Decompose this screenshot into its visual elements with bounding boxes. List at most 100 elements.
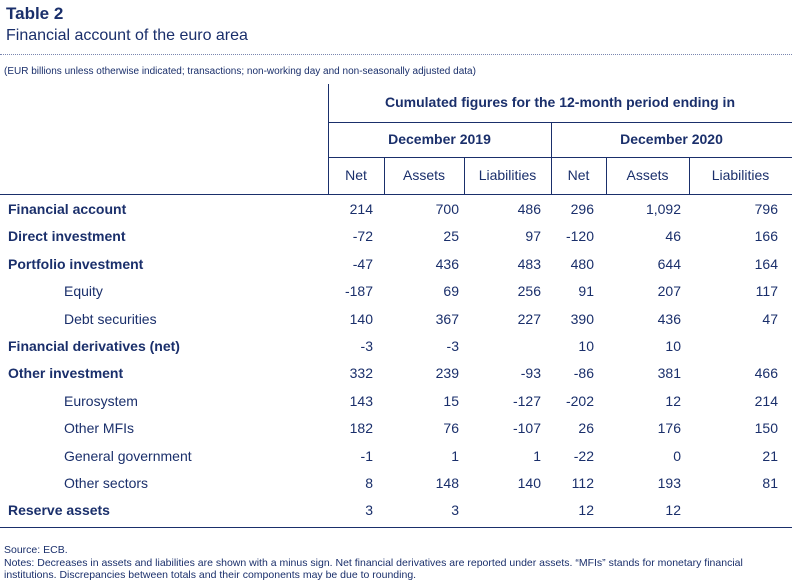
table-cell: 69 — [443, 283, 459, 300]
table-cell: 10 — [578, 338, 594, 354]
col-header-net-2019: Net — [345, 167, 367, 183]
table-cell: -1 — [360, 447, 373, 464]
source-note: Source: ECB. — [4, 544, 68, 556]
table-cell: 46 — [665, 228, 681, 245]
table-cell: 796 — [754, 201, 778, 217]
row-label: Other sectors — [64, 475, 149, 491]
table-cell: -3 — [446, 338, 459, 354]
table-cell: 47 — [762, 310, 778, 327]
footnotes: Notes: Decreases in assets and liabiliti… — [4, 557, 743, 581]
row-label: Equity — [64, 283, 103, 300]
table-cell: -187 — [344, 283, 373, 300]
row-label: Financial account — [8, 201, 127, 217]
col-header-assets-2020: Assets — [626, 167, 669, 183]
table-cell: 644 — [657, 255, 681, 272]
table-cell: -202 — [565, 392, 594, 409]
table-cell: 10 — [665, 338, 681, 354]
table-cell: 143 — [349, 392, 373, 409]
table-cell: 140 — [517, 475, 541, 491]
table-cell: 436 — [657, 310, 681, 327]
col-header-liabilities-2020: Liabilities — [711, 167, 770, 183]
table-cell: 381 — [657, 365, 681, 382]
period-header-2019: December 2019 — [388, 131, 491, 147]
table-cell: 700 — [435, 201, 459, 217]
table-cell: 117 — [755, 283, 778, 300]
col-header-assets-2019: Assets — [402, 167, 445, 183]
table-cell: 3 — [365, 502, 373, 519]
table-cell: -127 — [512, 392, 541, 409]
table-cell: 12 — [665, 502, 681, 519]
row-label: Other MFIs — [64, 420, 135, 437]
row-label: Debt securities — [64, 310, 157, 327]
row-label: Other investment — [8, 365, 124, 382]
period-underline — [328, 157, 792, 158]
super-header: Cumulated figures for the 12-month perio… — [384, 94, 735, 110]
table-cell: 332 — [349, 365, 373, 382]
header-bottom-rule — [0, 194, 792, 195]
row-label: Portfolio investment — [8, 255, 144, 272]
column-separator-5 — [689, 157, 690, 194]
row-label: Direct investment — [8, 228, 126, 245]
table-cell: 207 — [657, 283, 681, 300]
table-cell: 150 — [754, 420, 778, 437]
table-cell: 25 — [443, 228, 459, 245]
table-cell: 164 — [754, 255, 778, 272]
col-header-liabilities-2019: Liabilities — [478, 167, 537, 183]
table-cell: 176 — [657, 420, 681, 437]
table-cell: -72 — [352, 228, 373, 245]
table-cell: 140 — [349, 310, 373, 327]
period-divider — [551, 122, 552, 194]
table-cell: -86 — [573, 365, 594, 382]
table-cell: 480 — [570, 255, 594, 272]
table-cell: -22 — [573, 447, 594, 464]
table-cell: 26 — [578, 420, 594, 437]
table-cell: 239 — [435, 365, 459, 382]
table-cell: 12 — [665, 392, 681, 409]
period-header-2020: December 2020 — [620, 131, 723, 147]
row-label: Reserve assets — [8, 502, 110, 519]
table-cell: 1 — [533, 447, 541, 464]
table-cell: -47 — [352, 255, 373, 272]
title-divider — [0, 54, 792, 55]
row-label: Eurosystem — [64, 392, 138, 409]
table-cell: 0 — [673, 447, 681, 464]
row-label: General government — [64, 447, 192, 464]
table-cell: 3 — [451, 502, 459, 519]
column-separator-4 — [606, 157, 607, 194]
column-separator-1 — [384, 157, 385, 194]
table-cell: 1,092 — [645, 201, 681, 217]
table-cell: 21 — [762, 447, 778, 464]
table-bottom-rule — [0, 527, 792, 528]
table-cell: 76 — [443, 420, 459, 437]
table-cell: 296 — [570, 201, 594, 217]
header-divider-left — [328, 84, 329, 194]
table-cell: 214 — [349, 201, 373, 217]
table-cell: -93 — [520, 365, 541, 382]
table-cell: 12 — [578, 502, 594, 519]
super-header-underline — [328, 122, 792, 123]
col-header-net-2020: Net — [567, 167, 590, 183]
table-cell: 15 — [443, 392, 459, 409]
table-cell: 486 — [517, 201, 541, 217]
table-cell: 214 — [754, 392, 778, 409]
table-cell: 483 — [517, 255, 541, 272]
table-cell: 112 — [571, 475, 594, 491]
column-separator-2 — [464, 157, 465, 194]
table-cell: 8 — [365, 475, 373, 491]
table-cell: 91 — [578, 283, 594, 300]
unit-note: (EUR billions unless otherwise indicated… — [4, 66, 476, 77]
table-title: Financial account of the euro area — [6, 27, 248, 44]
table-cell: 436 — [435, 255, 459, 272]
table-cell: 227 — [517, 310, 541, 327]
table-cell: 1 — [451, 447, 459, 464]
table-label: Table 2 — [6, 4, 64, 23]
table-cell: 466 — [754, 365, 778, 382]
table-cell: 390 — [570, 310, 594, 327]
table-cell: -3 — [360, 338, 373, 354]
table-cell: 256 — [517, 283, 541, 300]
table-cell: 182 — [349, 420, 373, 437]
row-label: Financial derivatives (net) — [8, 338, 180, 354]
table-cell: 97 — [525, 228, 541, 245]
table-cell: 148 — [435, 475, 459, 491]
table-cell: 166 — [754, 228, 778, 245]
